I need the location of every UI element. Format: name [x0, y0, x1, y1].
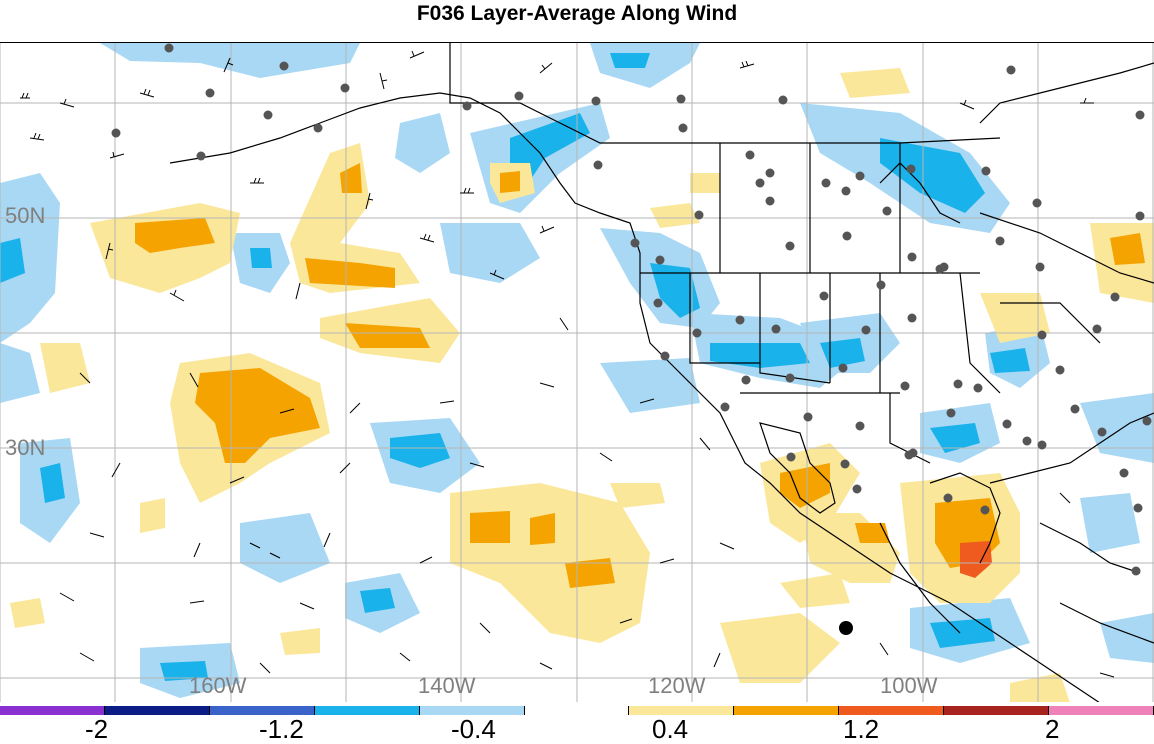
- colorbar-segment: [839, 706, 945, 715]
- colorbar-segment: [314, 706, 420, 715]
- colorbar-tick-neg0-4: -0.4: [451, 714, 496, 744]
- lon-label-120w: 120W: [648, 673, 706, 698]
- highlight-dot: [839, 621, 853, 635]
- map-area[interactable]: 50N 30N 160W 140W 120W 100W: [0, 42, 1154, 702]
- lon-label-140w: 140W: [418, 673, 476, 698]
- colorbar-tick-1-2: 1.2: [843, 714, 880, 744]
- colorbar-segment: [209, 706, 315, 715]
- colorbar-segment: [734, 706, 840, 715]
- strong-positive-shading: [135, 163, 1145, 588]
- colorbar-segment: [944, 706, 1050, 715]
- station-dots: [111, 43, 1152, 576]
- lat-label-30n: 30N: [5, 435, 46, 460]
- colorbar: [0, 706, 1154, 715]
- max-positive-shading: [960, 541, 992, 578]
- colorbar-segment: [1049, 706, 1154, 715]
- colorbar-segment: [524, 706, 630, 715]
- map-title: F036 Layer-Average Along Wind: [416, 2, 738, 25]
- coastlines: [169, 43, 1154, 702]
- wind-barbs: [20, 50, 1115, 678]
- colorbar-tick-neg1-2: -1.2: [259, 714, 304, 744]
- colorbar-segment: [629, 706, 735, 715]
- colorbar-segment: [419, 706, 525, 715]
- colorbar-tick-neg2: -2: [85, 714, 109, 744]
- colorbar-tick-0-4: 0.4: [652, 714, 689, 744]
- lon-label-100w: 100W: [880, 673, 938, 698]
- lat-label-50n: 50N: [5, 203, 46, 228]
- colorbar-segment: [104, 706, 210, 715]
- lat-lon-grid: [0, 43, 1154, 702]
- colorbar-segment: [0, 706, 105, 715]
- lon-label-160w: 160W: [189, 673, 247, 698]
- colorbar-tick-2: 2: [1045, 714, 1060, 744]
